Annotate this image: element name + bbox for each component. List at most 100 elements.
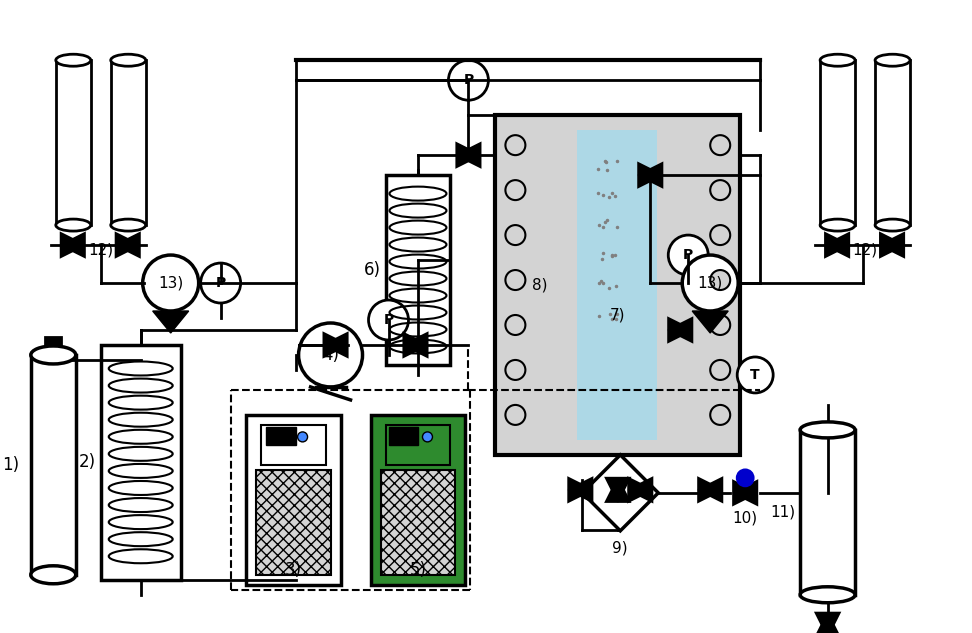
Circle shape [505,315,526,335]
Bar [55,60,90,225]
Polygon shape [669,318,692,342]
Bar [31,355,76,575]
Bar [260,425,326,465]
Circle shape [737,470,753,486]
Bar [386,175,450,365]
Polygon shape [457,143,480,167]
Ellipse shape [111,219,146,231]
Circle shape [711,405,730,425]
Circle shape [368,300,408,340]
Ellipse shape [820,54,855,66]
Polygon shape [698,478,722,502]
Polygon shape [569,478,592,502]
Circle shape [448,60,488,100]
Circle shape [298,323,363,387]
Text: P: P [216,276,226,290]
Bar [246,415,340,585]
Circle shape [682,255,738,311]
Polygon shape [733,481,757,505]
Bar [875,60,910,225]
Ellipse shape [820,219,855,231]
Circle shape [711,135,730,155]
Text: 12): 12) [852,242,878,258]
Polygon shape [403,333,428,357]
Polygon shape [639,163,662,187]
Polygon shape [116,233,140,257]
Text: 3): 3) [285,561,301,579]
Bar [389,427,419,445]
Circle shape [143,255,198,311]
Bar [101,345,181,580]
Circle shape [711,360,730,380]
Text: 10): 10) [733,510,758,525]
Bar [820,60,855,225]
Text: 11): 11) [770,505,795,520]
Bar [496,115,741,455]
Text: 13): 13) [698,275,723,291]
Ellipse shape [875,54,910,66]
Text: T: T [750,368,760,382]
Polygon shape [606,478,630,502]
Circle shape [711,180,730,200]
Text: 2): 2) [79,453,96,472]
Text: P: P [383,313,394,327]
Polygon shape [733,481,757,505]
Polygon shape [582,455,658,531]
Text: 6): 6) [364,261,380,279]
Bar [577,130,657,440]
Circle shape [423,432,433,442]
Polygon shape [639,163,662,187]
Text: 7): 7) [609,308,625,322]
Text: P: P [464,73,473,87]
Text: 8): 8) [532,277,547,292]
Circle shape [505,180,526,200]
Text: 4): 4) [322,346,339,364]
Polygon shape [324,333,348,357]
Polygon shape [825,233,850,257]
Text: P: P [683,248,693,262]
Text: 1): 1) [2,456,18,474]
Bar [256,470,330,575]
Bar [111,60,146,225]
Circle shape [505,135,526,155]
Polygon shape [698,478,722,502]
Polygon shape [816,613,840,633]
Polygon shape [669,318,692,342]
Polygon shape [116,233,140,257]
Text: 13): 13) [158,275,184,291]
Circle shape [200,263,241,303]
Polygon shape [153,311,189,333]
Ellipse shape [800,587,855,603]
Polygon shape [816,613,840,633]
Text: 12): 12) [88,242,114,258]
Circle shape [297,432,307,442]
Bar [800,430,855,595]
Polygon shape [61,233,85,257]
Polygon shape [403,333,428,357]
Text: 5): 5) [409,561,427,579]
Bar [380,470,456,575]
Polygon shape [569,478,592,502]
Bar [386,425,450,465]
Bar [46,337,61,345]
Polygon shape [606,478,630,502]
Ellipse shape [31,566,76,584]
Polygon shape [628,478,652,502]
Circle shape [711,270,730,290]
Bar [265,427,295,445]
Circle shape [737,357,773,393]
Ellipse shape [55,54,90,66]
Ellipse shape [111,54,146,66]
Polygon shape [880,233,904,257]
Polygon shape [825,233,850,257]
Text: 9): 9) [612,541,628,555]
Polygon shape [880,233,904,257]
Ellipse shape [31,346,76,364]
Circle shape [711,225,730,245]
Circle shape [711,315,730,335]
Bar [370,415,466,585]
Circle shape [505,405,526,425]
Polygon shape [457,143,480,167]
Ellipse shape [875,219,910,231]
Polygon shape [61,233,85,257]
